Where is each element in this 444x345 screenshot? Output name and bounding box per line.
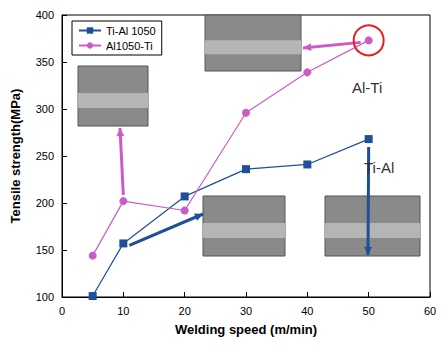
svg-text:Welding speed (m/min): Welding speed (m/min) (175, 322, 317, 337)
svg-text:150: 150 (36, 244, 54, 256)
svg-text:20: 20 (179, 305, 191, 317)
svg-text:300: 300 (36, 103, 54, 115)
svg-text:350: 350 (36, 56, 54, 68)
svg-text:Al1050-Ti: Al1050-Ti (106, 40, 153, 52)
svg-text:100: 100 (36, 291, 54, 303)
svg-text:Ti-Al: Ti-Al (364, 159, 394, 176)
svg-text:50: 50 (363, 305, 375, 317)
svg-text:Ti-Al 1050: Ti-Al 1050 (106, 25, 156, 37)
svg-text:400: 400 (36, 9, 54, 21)
svg-text:30: 30 (240, 305, 252, 317)
svg-text:Tensile strength(MPa): Tensile strength(MPa) (8, 89, 23, 224)
svg-text:10: 10 (117, 305, 129, 317)
svg-text:40: 40 (301, 305, 313, 317)
svg-text:Al-Ti: Al-Ti (352, 79, 382, 96)
svg-text:60: 60 (424, 305, 436, 317)
svg-text:0: 0 (59, 305, 65, 317)
svg-text:250: 250 (36, 150, 54, 162)
svg-text:200: 200 (36, 197, 54, 209)
